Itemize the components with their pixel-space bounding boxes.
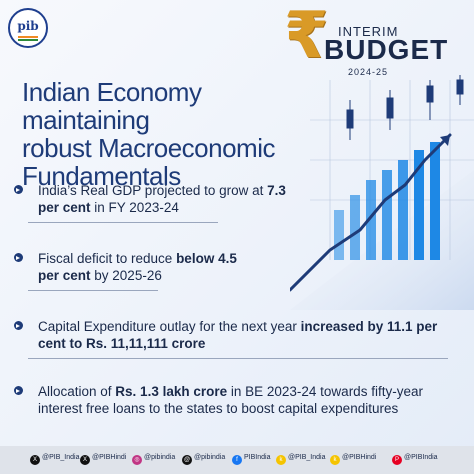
social-handle[interactable]: ◎ @pibindia <box>132 454 175 465</box>
x-icon: X <box>80 455 90 465</box>
bullet-text: Capital Expenditure outlay for the next … <box>38 319 438 351</box>
social-handle[interactable]: X @PIB_India <box>30 454 79 465</box>
page-title: Indian Economy maintaining robust Macroe… <box>22 78 292 190</box>
bullet-text: India’s Real GDP projected to grow at 7.… <box>38 183 286 215</box>
divider <box>28 358 448 359</box>
badge-interim-label: INTERIM <box>338 24 399 39</box>
bullet-interest-free-loans: Allocation of Rs. 1.3 lakh crore in BE 2… <box>14 383 443 417</box>
pib-logo: pib <box>8 8 48 48</box>
bullet-arrow-icon <box>14 386 23 395</box>
rupee-icon: ₹ <box>284 0 329 73</box>
social-handle[interactable]: P @PIBIndia <box>392 454 438 465</box>
bullet-text: Fiscal deficit to reduce below 4.5 per c… <box>38 251 237 283</box>
divider <box>28 222 218 223</box>
instagram-icon: ◎ <box>132 455 142 465</box>
bullet-capex: Capital Expenditure outlay for the next … <box>14 318 448 359</box>
growth-chart-illustration <box>290 75 474 310</box>
facebook-icon: f <box>232 455 242 465</box>
pinterest-icon: P <box>392 455 402 465</box>
koo-icon: k <box>276 455 286 465</box>
candlesticks <box>346 75 464 140</box>
bullet-fiscal-deficit: Fiscal deficit to reduce below 4.5 per c… <box>14 250 443 291</box>
social-handle[interactable]: k @PIB_India <box>276 454 325 465</box>
trend-arrow-icon <box>440 135 450 146</box>
bullet-arrow-icon <box>14 321 23 330</box>
bullet-arrow-icon <box>14 253 23 262</box>
social-handle[interactable]: X @PIBHindi <box>80 454 126 465</box>
bullet-gdp: India’s Real GDP projected to grow at 7.… <box>14 182 443 223</box>
logo-stripe-saffron <box>18 36 38 38</box>
pib-logo-text: pib <box>17 19 39 33</box>
badge-budget-label: BUDGET <box>324 34 449 65</box>
badge-year-label: 2024-25 <box>348 67 389 77</box>
interim-budget-badge: ₹ INTERIM BUDGET 2024-25 <box>284 4 447 80</box>
threads-icon: @ <box>182 455 192 465</box>
trend-line <box>290 133 452 292</box>
koo-icon: k <box>330 455 340 465</box>
x-icon: X <box>30 455 40 465</box>
background-grid <box>310 80 474 260</box>
title-line-1: Indian Economy maintaining <box>22 77 202 135</box>
title-line-2: robust Macroeconomic <box>22 133 276 163</box>
bullet-text: Allocation of Rs. 1.3 lakh crore in BE 2… <box>38 384 423 416</box>
divider <box>28 290 158 291</box>
title-line-3: Fundamentals <box>22 161 181 191</box>
logo-stripe-green <box>18 39 38 41</box>
social-handle[interactable]: k @PIBHindi <box>330 454 376 465</box>
bar-group <box>334 142 440 260</box>
social-handle[interactable]: @ @pibindia <box>182 454 226 465</box>
social-handle[interactable]: f PIBIndia <box>232 454 270 465</box>
bullet-arrow-icon <box>14 185 23 194</box>
social-footer: X @PIB_India X @PIBHindi ◎ @pibindia @ @pibi… <box>0 446 474 474</box>
